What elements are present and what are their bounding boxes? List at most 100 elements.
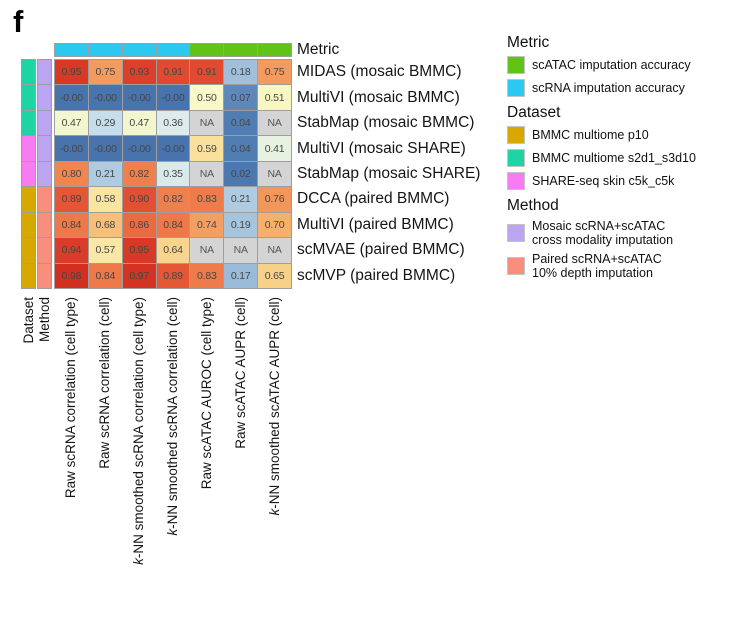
dataset-annotation-cell	[22, 263, 35, 288]
heatmap-cell: -0.00	[55, 85, 88, 110]
heatmap-cell: -0.00	[88, 136, 122, 161]
legend-color-swatch	[507, 224, 525, 242]
legend-section-title: Method	[507, 197, 559, 214]
heatmap-cell: 0.35	[156, 161, 190, 187]
heatmap-cell: 0.86	[122, 212, 156, 238]
dataset-annotation-cell	[22, 60, 35, 85]
row-label: MultiVI (mosaic BMMC)	[297, 88, 460, 106]
dataset-annotation-cell	[22, 136, 35, 161]
dataset-annotation-cell	[22, 110, 35, 136]
heatmap-cell: NA	[224, 238, 258, 263]
column-label-slot: k-NN smoothed scRNA correlation (cell)	[157, 297, 190, 536]
heatmap-cell: -0.00	[122, 136, 156, 161]
method-annotation-column	[37, 59, 52, 289]
heatmap-cell: 0.29	[88, 110, 122, 136]
legend-color-swatch	[507, 56, 525, 74]
column-label: k-NN smoothed scRNA correlation (cell)	[165, 297, 180, 536]
legend-item: BMMC multiome p10	[507, 126, 742, 144]
panel-label: f	[13, 4, 24, 39]
legend-item-label: BMMC multiome p10	[532, 128, 649, 142]
metric-row-label: Metric	[297, 41, 340, 58]
heatmap-cell: 0.94	[55, 238, 88, 263]
metric-annotation-cell	[156, 44, 190, 56]
heatmap-cell: 0.84	[156, 212, 190, 238]
column-label: Raw scRNA correlation (cell)	[97, 297, 113, 469]
method-annotation-cell	[38, 263, 51, 288]
column-label: Raw scRNA correlation (cell type)	[63, 297, 79, 499]
heatmap-cell: 0.51	[258, 85, 292, 110]
heatmap-cell: 0.59	[190, 136, 224, 161]
column-label-slot: Raw scRNA correlation (cell)	[89, 297, 122, 469]
heatmap-cell: 0.21	[88, 161, 122, 187]
method-annotation-cell	[38, 212, 51, 238]
method-annotation-cell	[38, 238, 51, 263]
heatmap-cell: 0.82	[122, 161, 156, 187]
heatmap-cell: 0.57	[88, 238, 122, 263]
column-label-slot: Raw scATAC AUPR (cell)	[224, 297, 257, 449]
column-label: k-NN smoothed scRNA correlation (cell ty…	[131, 297, 147, 565]
row-label: MultiVI (paired BMMC)	[297, 215, 454, 233]
heatmap-cell: 0.18	[224, 60, 258, 85]
heatmap-cell: 0.91	[156, 60, 190, 85]
heatmap-cell: 0.50	[190, 85, 224, 110]
column-label: k-NN smoothed scATAC AUPR (cell)	[266, 297, 282, 516]
heatmap-cell: 0.76	[258, 187, 292, 212]
heatmap-cell: 0.41	[258, 136, 292, 161]
column-label-slot: Raw scATAC AUROC (cell type)	[190, 297, 223, 489]
heatmap-cell: 0.80	[55, 161, 88, 187]
metric-annotation-cell	[122, 44, 156, 56]
legend-section-title: Dataset	[507, 104, 561, 121]
heatmap-cell: 0.89	[55, 187, 88, 212]
heatmap-cell: 0.04	[224, 110, 258, 136]
legend-color-swatch	[507, 126, 525, 144]
heatmap-cell: 0.75	[258, 60, 292, 85]
legend-item: scRNA imputation accuracy	[507, 79, 742, 97]
heatmap-cell: 0.47	[55, 110, 88, 136]
side-label-text: Method	[36, 297, 52, 343]
heatmap-cell: 0.04	[224, 136, 258, 161]
heatmap-cell: NA	[190, 161, 224, 187]
heatmap-cell: 0.93	[122, 60, 156, 85]
heatmap-cell: 0.84	[55, 212, 88, 238]
legend-section: Dataset BMMC multiome p10 BMMC multiome s2…	[507, 104, 742, 190]
heatmap-cell: NA	[258, 238, 292, 263]
dataset-annotation-cell	[22, 238, 35, 263]
metric-annotation-cell	[190, 44, 224, 56]
heatmap-cell: 0.89	[156, 263, 190, 288]
dataset-annotation-column	[21, 59, 36, 289]
heatmap-cell: 0.74	[190, 212, 224, 238]
dataset-annotation-cell	[22, 187, 35, 212]
heatmap-cell: 0.95	[55, 60, 88, 85]
legend-item-label: scATAC imputation accuracy	[532, 58, 691, 72]
heatmap-cell: 0.84	[88, 263, 122, 288]
legend-item-label: scRNA imputation accuracy	[532, 81, 685, 95]
row-label: scMVAE (paired BMMC)	[297, 241, 465, 259]
heatmap-cell: 0.19	[224, 212, 258, 238]
heatmap-cell: -0.00	[156, 136, 190, 161]
column-label-slot: k-NN smoothed scATAC AUPR (cell)	[258, 297, 291, 516]
heatmap-cell: 0.97	[122, 263, 156, 288]
legend: Metric scATAC imputation accuracy scRNA im…	[507, 34, 742, 287]
row-label: DCCA (paired BMMC)	[297, 190, 450, 208]
heatmap-cell: 0.65	[258, 263, 292, 288]
dataset-annotation-cell	[22, 212, 35, 238]
column-label: Raw scATAC AUROC (cell type)	[198, 297, 214, 490]
legend-item-label: BMMC multiome s2d1_s3d10	[532, 151, 696, 165]
legend-section: Method Mosaic scRNA+scATAC cross modality …	[507, 197, 742, 280]
heatmap-grid: 0.95 0.75 0.93 0.91 0.91 0.18 0.75 -0.00 -0.00 -0…	[54, 59, 293, 289]
legend-section-title: Metric	[507, 34, 550, 51]
legend-color-swatch	[507, 149, 525, 167]
row-label: MIDAS (mosaic BMMC)	[297, 63, 462, 81]
heatmap-cell: 0.58	[88, 187, 122, 212]
heatmap-cell: 0.75	[88, 60, 122, 85]
method-annotation-cell	[38, 136, 51, 161]
legend-color-swatch	[507, 172, 525, 190]
heatmap-cell: 0.17	[224, 263, 258, 288]
heatmap-cell: 0.21	[224, 187, 258, 212]
heatmap-cell: 0.83	[190, 187, 224, 212]
method-annotation-cell	[38, 187, 51, 212]
method-annotation-cell	[38, 85, 51, 110]
heatmap-cell: NA	[190, 110, 224, 136]
heatmap-cell: -0.00	[122, 85, 156, 110]
